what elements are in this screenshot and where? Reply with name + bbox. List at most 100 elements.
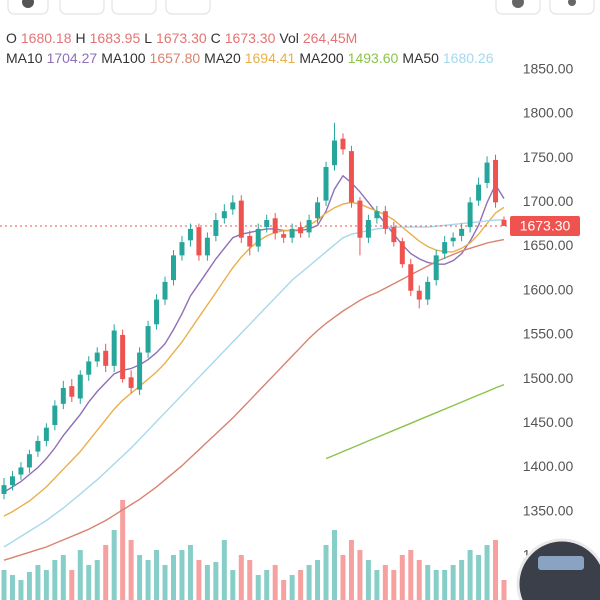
y-tick-label: 1600.00 bbox=[523, 281, 574, 297]
toolbar-button[interactable] bbox=[165, 0, 211, 15]
legend-value: 1680.18 bbox=[20, 30, 72, 46]
volume-bar bbox=[323, 545, 329, 600]
y-tick-label: 1350.00 bbox=[523, 502, 574, 518]
volume-bar bbox=[128, 540, 134, 600]
volume-bar bbox=[484, 545, 490, 600]
icon bbox=[22, 0, 34, 8]
legend-value: 264,45M bbox=[302, 30, 358, 46]
ma-line bbox=[3, 174, 505, 493]
candle-body bbox=[154, 299, 160, 325]
volume-bar bbox=[425, 565, 431, 600]
legend-key: Vol bbox=[279, 30, 299, 46]
legend-key: O bbox=[6, 30, 17, 46]
candle-body bbox=[340, 138, 346, 150]
volume-bar bbox=[145, 560, 151, 600]
volume-bar bbox=[433, 570, 439, 600]
volume-bar bbox=[416, 560, 422, 600]
candle-body bbox=[77, 374, 83, 399]
y-tick-label: 1800.00 bbox=[523, 105, 574, 121]
volume-bar bbox=[18, 580, 24, 600]
candle-body bbox=[162, 281, 168, 300]
y-tick-label: 1650.00 bbox=[523, 237, 574, 253]
volume-bar bbox=[238, 555, 244, 600]
legend-value: 1673.30 bbox=[224, 30, 276, 46]
y-tick-label: 1300.00 bbox=[523, 547, 574, 563]
volume-bar bbox=[501, 580, 507, 600]
volume-bar bbox=[255, 575, 261, 600]
volume-bar bbox=[442, 570, 448, 600]
ma-line bbox=[325, 384, 505, 460]
volume-bar bbox=[247, 560, 253, 600]
volume-bar bbox=[86, 565, 92, 600]
toolbar-button[interactable] bbox=[549, 0, 595, 15]
candle-body bbox=[255, 228, 261, 247]
candle-body bbox=[145, 326, 151, 353]
legend-key: MA100 bbox=[101, 50, 146, 66]
legend-key: L bbox=[144, 30, 153, 46]
candle-body bbox=[35, 440, 41, 452]
candle-body bbox=[264, 220, 270, 228]
legend-value: 1680.26 bbox=[442, 50, 494, 66]
volume-bar bbox=[450, 565, 456, 600]
candle-body bbox=[459, 228, 465, 236]
candle-body bbox=[450, 237, 456, 242]
ma-line bbox=[3, 201, 505, 517]
candle-body bbox=[467, 202, 473, 228]
volume-bar bbox=[43, 570, 49, 600]
candle-body bbox=[493, 159, 499, 203]
candle-body bbox=[179, 242, 185, 256]
ma-line bbox=[3, 238, 505, 561]
candle-body bbox=[281, 234, 287, 238]
candle-body bbox=[484, 162, 490, 183]
candle-body bbox=[357, 200, 363, 238]
icon bbox=[512, 0, 524, 8]
volume-bar bbox=[162, 565, 168, 600]
ma-line bbox=[3, 219, 505, 548]
candle-body bbox=[170, 255, 176, 281]
candle-body bbox=[408, 264, 414, 291]
volume-bar bbox=[408, 550, 414, 600]
candle-body bbox=[272, 218, 278, 234]
volume-bar bbox=[272, 565, 278, 600]
candle-body bbox=[433, 255, 439, 281]
volume-bar bbox=[289, 575, 295, 600]
volume-bar bbox=[391, 570, 397, 600]
y-tick-label: 1400.00 bbox=[523, 458, 574, 474]
y-tick-label: 1500.00 bbox=[523, 370, 574, 386]
toolbar-button[interactable] bbox=[111, 0, 157, 15]
toolbar bbox=[7, 0, 595, 15]
volume-bar bbox=[26, 572, 32, 600]
candle-body bbox=[332, 140, 338, 166]
volume-bar bbox=[459, 560, 465, 600]
price-tag-label: 1673.30 bbox=[520, 218, 571, 234]
candle-body bbox=[9, 476, 15, 486]
volume-bar bbox=[213, 562, 219, 600]
volume-bar bbox=[77, 550, 83, 600]
y-tick-label: 1450.00 bbox=[523, 414, 574, 430]
volume-bar bbox=[69, 570, 75, 600]
volume-bar bbox=[315, 560, 321, 600]
volume-bar bbox=[170, 555, 176, 600]
candle-body bbox=[306, 220, 312, 233]
volume-bar bbox=[332, 530, 338, 600]
volume-bar bbox=[9, 575, 15, 600]
toolbar-button[interactable] bbox=[59, 0, 105, 15]
legend-value: 1657.80 bbox=[149, 50, 201, 66]
y-tick-label: 1750.00 bbox=[523, 149, 574, 165]
candle-body bbox=[137, 352, 143, 390]
volume-bar bbox=[399, 555, 405, 600]
volume-bar bbox=[120, 500, 126, 600]
candle-body bbox=[247, 235, 253, 247]
volume-bar bbox=[52, 560, 58, 600]
candle-body bbox=[213, 220, 219, 236]
legend-key: MA20 bbox=[204, 50, 241, 66]
candle-body bbox=[204, 237, 210, 256]
candle-body bbox=[230, 202, 236, 210]
legend-value: 1683.95 bbox=[89, 30, 141, 46]
candle-body bbox=[128, 377, 134, 388]
candle-body bbox=[501, 219, 507, 226]
legend-key: MA10 bbox=[6, 50, 43, 66]
volume-bar bbox=[137, 555, 143, 600]
volume-bar bbox=[111, 530, 117, 600]
ma-legend: MA10 1704.27 MA100 1657.80 MA20 1694.41 MA200 1… bbox=[6, 50, 498, 66]
